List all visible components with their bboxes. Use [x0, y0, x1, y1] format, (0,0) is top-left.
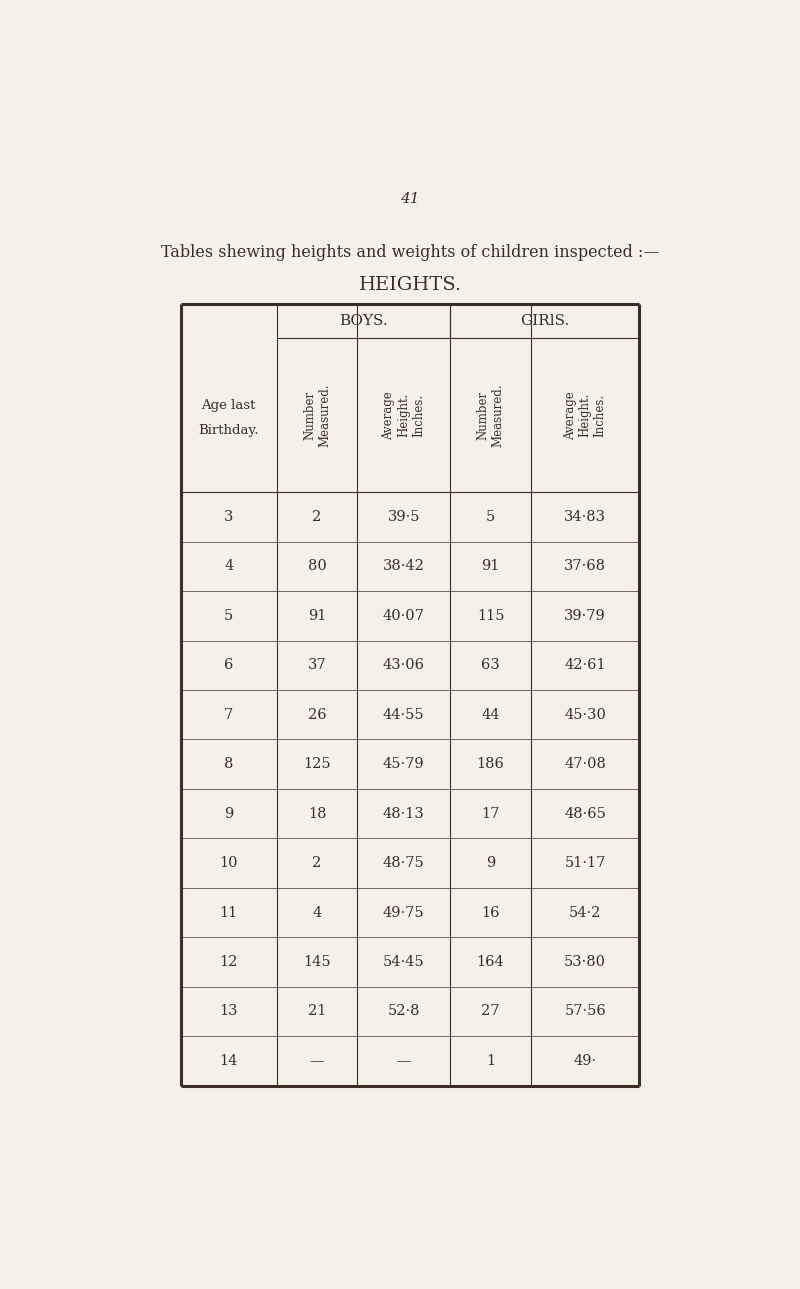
- Text: 14: 14: [219, 1054, 238, 1069]
- Text: 45·30: 45·30: [564, 708, 606, 722]
- Text: 2: 2: [312, 510, 322, 523]
- Text: 49·75: 49·75: [383, 906, 425, 919]
- Text: 37: 37: [308, 659, 326, 673]
- Text: 21: 21: [308, 1004, 326, 1018]
- Text: 63: 63: [482, 659, 500, 673]
- Text: 54·45: 54·45: [383, 955, 425, 969]
- Text: Age last: Age last: [202, 398, 256, 411]
- Text: 6: 6: [224, 659, 234, 673]
- Text: GIRlS.: GIRlS.: [520, 315, 570, 327]
- Text: 42·61: 42·61: [564, 659, 606, 673]
- Text: HEIGHTS.: HEIGHTS.: [358, 276, 462, 294]
- Text: 54·2: 54·2: [569, 906, 602, 919]
- Text: 7: 7: [224, 708, 234, 722]
- Text: —: —: [310, 1054, 324, 1069]
- Text: 18: 18: [308, 807, 326, 821]
- Text: 44·55: 44·55: [383, 708, 425, 722]
- Text: 1: 1: [486, 1054, 495, 1069]
- Text: 37·68: 37·68: [564, 559, 606, 574]
- Text: 186: 186: [477, 757, 505, 771]
- Text: 115: 115: [477, 608, 504, 623]
- Text: 5: 5: [224, 608, 234, 623]
- Text: 3: 3: [224, 510, 234, 523]
- Text: 5: 5: [486, 510, 495, 523]
- Text: 34·83: 34·83: [564, 510, 606, 523]
- Text: Average
Height.
Inches.: Average Height. Inches.: [382, 391, 426, 440]
- Text: 17: 17: [482, 807, 500, 821]
- Text: 52·8: 52·8: [387, 1004, 420, 1018]
- Text: Number
Measured.: Number Measured.: [303, 383, 331, 447]
- Text: Number
Measured.: Number Measured.: [477, 383, 505, 447]
- Text: 39·79: 39·79: [564, 608, 606, 623]
- Text: 53·80: 53·80: [564, 955, 606, 969]
- Text: 10: 10: [219, 856, 238, 870]
- Text: Average
Height.
Inches.: Average Height. Inches.: [564, 391, 606, 440]
- Text: 49·: 49·: [574, 1054, 597, 1069]
- Text: 47·08: 47·08: [564, 757, 606, 771]
- Text: BOYS.: BOYS.: [339, 315, 388, 327]
- Text: 4: 4: [224, 559, 234, 574]
- Text: 38·42: 38·42: [383, 559, 425, 574]
- Text: 11: 11: [219, 906, 238, 919]
- Text: 43·06: 43·06: [383, 659, 425, 673]
- Text: 16: 16: [482, 906, 500, 919]
- Text: 48·75: 48·75: [383, 856, 425, 870]
- Text: 91: 91: [482, 559, 500, 574]
- Text: 4: 4: [312, 906, 322, 919]
- Text: 41: 41: [400, 192, 420, 206]
- Text: 57·56: 57·56: [564, 1004, 606, 1018]
- Text: 40·07: 40·07: [383, 608, 425, 623]
- Text: 44: 44: [482, 708, 500, 722]
- Text: 80: 80: [308, 559, 326, 574]
- Text: 145: 145: [303, 955, 331, 969]
- Text: 27: 27: [482, 1004, 500, 1018]
- Text: 125: 125: [303, 757, 331, 771]
- Text: 9: 9: [486, 856, 495, 870]
- Text: —: —: [397, 1054, 411, 1069]
- Text: 45·79: 45·79: [383, 757, 425, 771]
- Text: 13: 13: [219, 1004, 238, 1018]
- Text: 51·17: 51·17: [565, 856, 606, 870]
- Text: 8: 8: [224, 757, 234, 771]
- Text: 91: 91: [308, 608, 326, 623]
- Text: Birthday.: Birthday.: [198, 424, 259, 437]
- Text: 12: 12: [219, 955, 238, 969]
- Text: Tables shewing heights and weights of children inspected :—: Tables shewing heights and weights of ch…: [161, 244, 659, 260]
- Text: 48·13: 48·13: [383, 807, 425, 821]
- Text: 48·65: 48·65: [564, 807, 606, 821]
- Text: 9: 9: [224, 807, 234, 821]
- Text: 2: 2: [312, 856, 322, 870]
- Text: 26: 26: [308, 708, 326, 722]
- Text: 164: 164: [477, 955, 505, 969]
- Text: 39·5: 39·5: [387, 510, 420, 523]
